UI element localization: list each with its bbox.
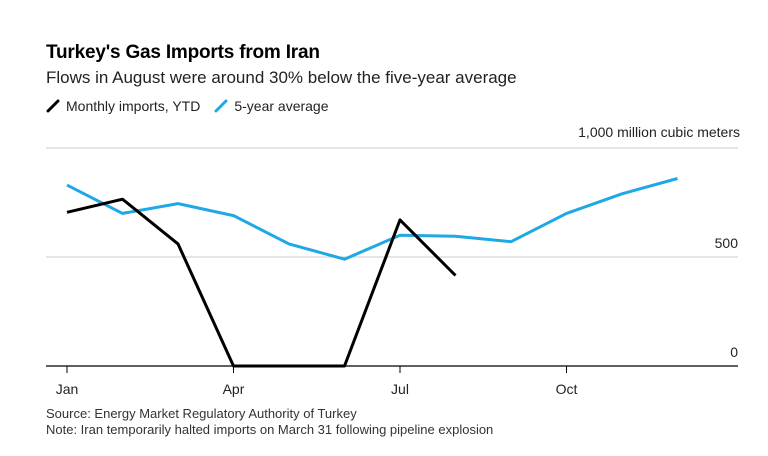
y-tick-label-0: 0 bbox=[730, 344, 738, 360]
chart-subtitle: Flows in August were around 30% below th… bbox=[46, 68, 517, 87]
source-note: Source: Energy Market Regulatory Authori… bbox=[46, 406, 357, 421]
x-tick-label-apr: Apr bbox=[223, 381, 245, 397]
footer: Source: Energy Market Regulatory Authori… bbox=[46, 406, 493, 438]
legend-label-five-year-average: 5-year average bbox=[234, 98, 329, 114]
x-axis: Jan Apr Jul Oct bbox=[56, 366, 578, 397]
legend-swatch-monthly-imports bbox=[46, 99, 60, 113]
y-axis-unit-label: 1,000 million cubic meters bbox=[578, 124, 740, 140]
legend-item-five-year-average: 5-year average bbox=[214, 98, 329, 114]
series-line-monthly-imports-ytd bbox=[66, 197, 457, 368]
legend-label-monthly-imports: Monthly imports, YTD bbox=[66, 98, 201, 114]
series-line-5-year-average bbox=[66, 177, 678, 261]
x-tick-label-oct: Oct bbox=[556, 381, 578, 397]
legend: Monthly imports, YTD 5-year average bbox=[46, 98, 343, 114]
legend-item-monthly-imports: Monthly imports, YTD bbox=[46, 98, 200, 114]
legend-swatch-five-year-average bbox=[214, 99, 228, 113]
gridlines: 0 500 bbox=[46, 147, 739, 367]
x-tick-label-jan: Jan bbox=[56, 381, 79, 397]
y-tick-label-500: 500 bbox=[715, 235, 739, 251]
series-lines bbox=[66, 177, 678, 368]
chart-title: Turkey's Gas Imports from Iran bbox=[46, 42, 320, 63]
x-tick-label-jul: Jul bbox=[391, 381, 409, 397]
footnote: Note: Iran temporarily halted imports on… bbox=[46, 422, 494, 437]
